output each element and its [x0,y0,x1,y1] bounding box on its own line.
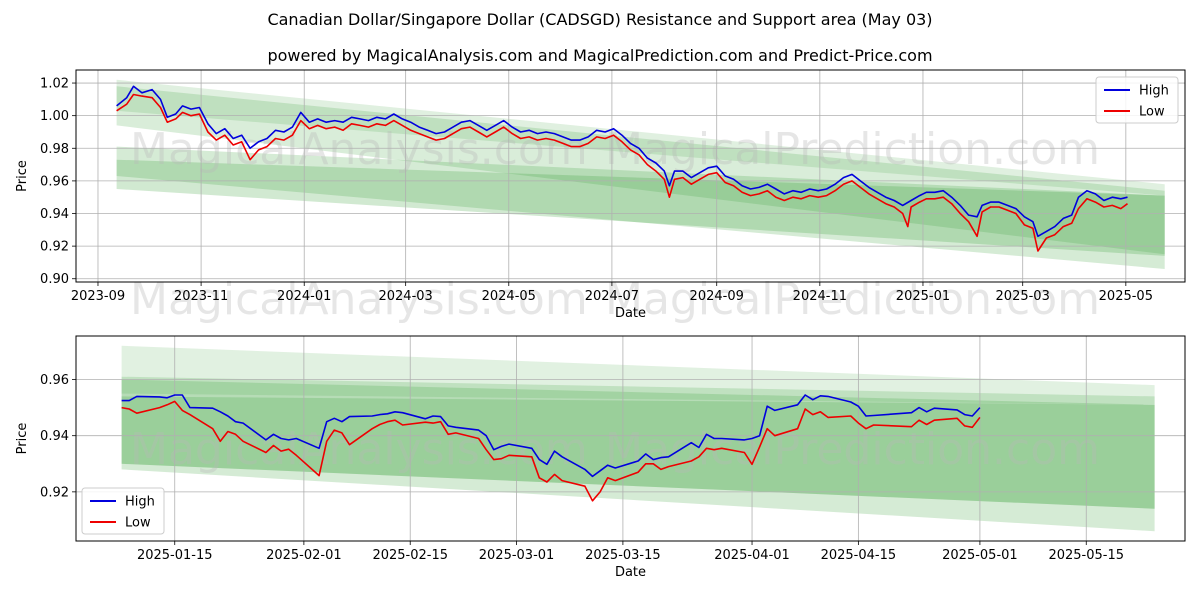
y-tick-label: 0.94 [40,429,69,444]
legend-label-high: High [1139,84,1169,99]
x-tick-label: 2025-02-15 [372,548,448,563]
y-tick-label: 1.02 [40,77,69,92]
y-tick-label: 1.00 [40,109,69,124]
x-tick-label: 2023-09 [71,289,125,304]
legend-label-low: Low [125,516,151,531]
x-tick-label: 2025-03-01 [479,548,555,563]
legend: High Low [81,487,165,535]
bottom-panel: MagicalAnalysis.com MagicalPrediction.com… [15,335,1186,580]
x-tick-label: 2024-07 [585,289,639,304]
y-axis-label: Price [15,423,30,455]
series-line-high [121,394,981,478]
support-resistance-band-3 [116,146,1165,269]
y-tick-label: 0.98 [40,142,69,157]
legend: High Low [1095,76,1179,124]
x-tick-label: 2025-03-15 [585,548,661,563]
x-tick-label: 2024-11 [793,289,847,304]
x-tick-label: 2025-04-01 [714,548,790,563]
x-tick-label: 2024-03 [378,289,432,304]
support-resistance-band-1 [116,79,1165,196]
x-tick-label: 2025-01 [896,289,950,304]
legend-label-low: Low [1139,105,1165,120]
y-tick-label: 0.92 [40,485,69,500]
series-line-low [121,400,981,502]
x-axis-label: Date [615,565,646,580]
x-axis-label: Date [615,306,646,321]
top-panel: MagicalAnalysis.com MagicalPrediction.com… [15,69,1186,325]
watermark-prediction: MagicalPrediction.com [605,424,1100,475]
support-resistance-band-1 [121,345,1155,405]
watermark-analysis: MagicalAnalysis.com [130,424,588,475]
y-tick-label: 0.94 [40,207,69,222]
support-resistance-band-2 [116,86,1165,255]
y-tick-label: 0.96 [40,174,69,189]
y-tick-label: 0.92 [40,240,69,255]
support-resistance-band-2 [121,376,1155,509]
x-tick-label: 2025-03 [996,289,1050,304]
y-tick-label: 0.90 [40,272,69,287]
y-tick-label: 0.96 [40,373,69,388]
x-tick-label: 2024-05 [482,289,536,304]
x-tick-label: 2025-05-15 [1048,548,1124,563]
chart-subtitle: powered by MagicalAnalysis.com and Magic… [267,46,933,65]
x-tick-label: 2025-01-15 [137,548,213,563]
x-tick-label: 2025-04-15 [821,548,897,563]
legend-label-high: High [125,495,155,510]
y-axis-label: Price [15,160,30,192]
plot-frame [75,335,1186,542]
watermark-prediction: MagicalPrediction.com [605,124,1100,175]
x-tick-label: 2025-05 [1099,289,1153,304]
plot-frame [75,69,1186,283]
support-resistance-band-3 [121,379,1155,532]
x-tick-label: 2025-05-01 [942,548,1018,563]
x-tick-label: 2023-11 [174,289,228,304]
chart-title: Canadian Dollar/Singapore Dollar (CADSGD… [267,10,933,29]
x-tick-label: 2024-09 [690,289,744,304]
x-tick-label: 2024-01 [277,289,331,304]
series-line-high [116,85,1128,238]
x-tick-label: 2025-02-01 [266,548,342,563]
series-line-low [116,93,1128,252]
support-resistance-band-4 [116,159,1165,256]
